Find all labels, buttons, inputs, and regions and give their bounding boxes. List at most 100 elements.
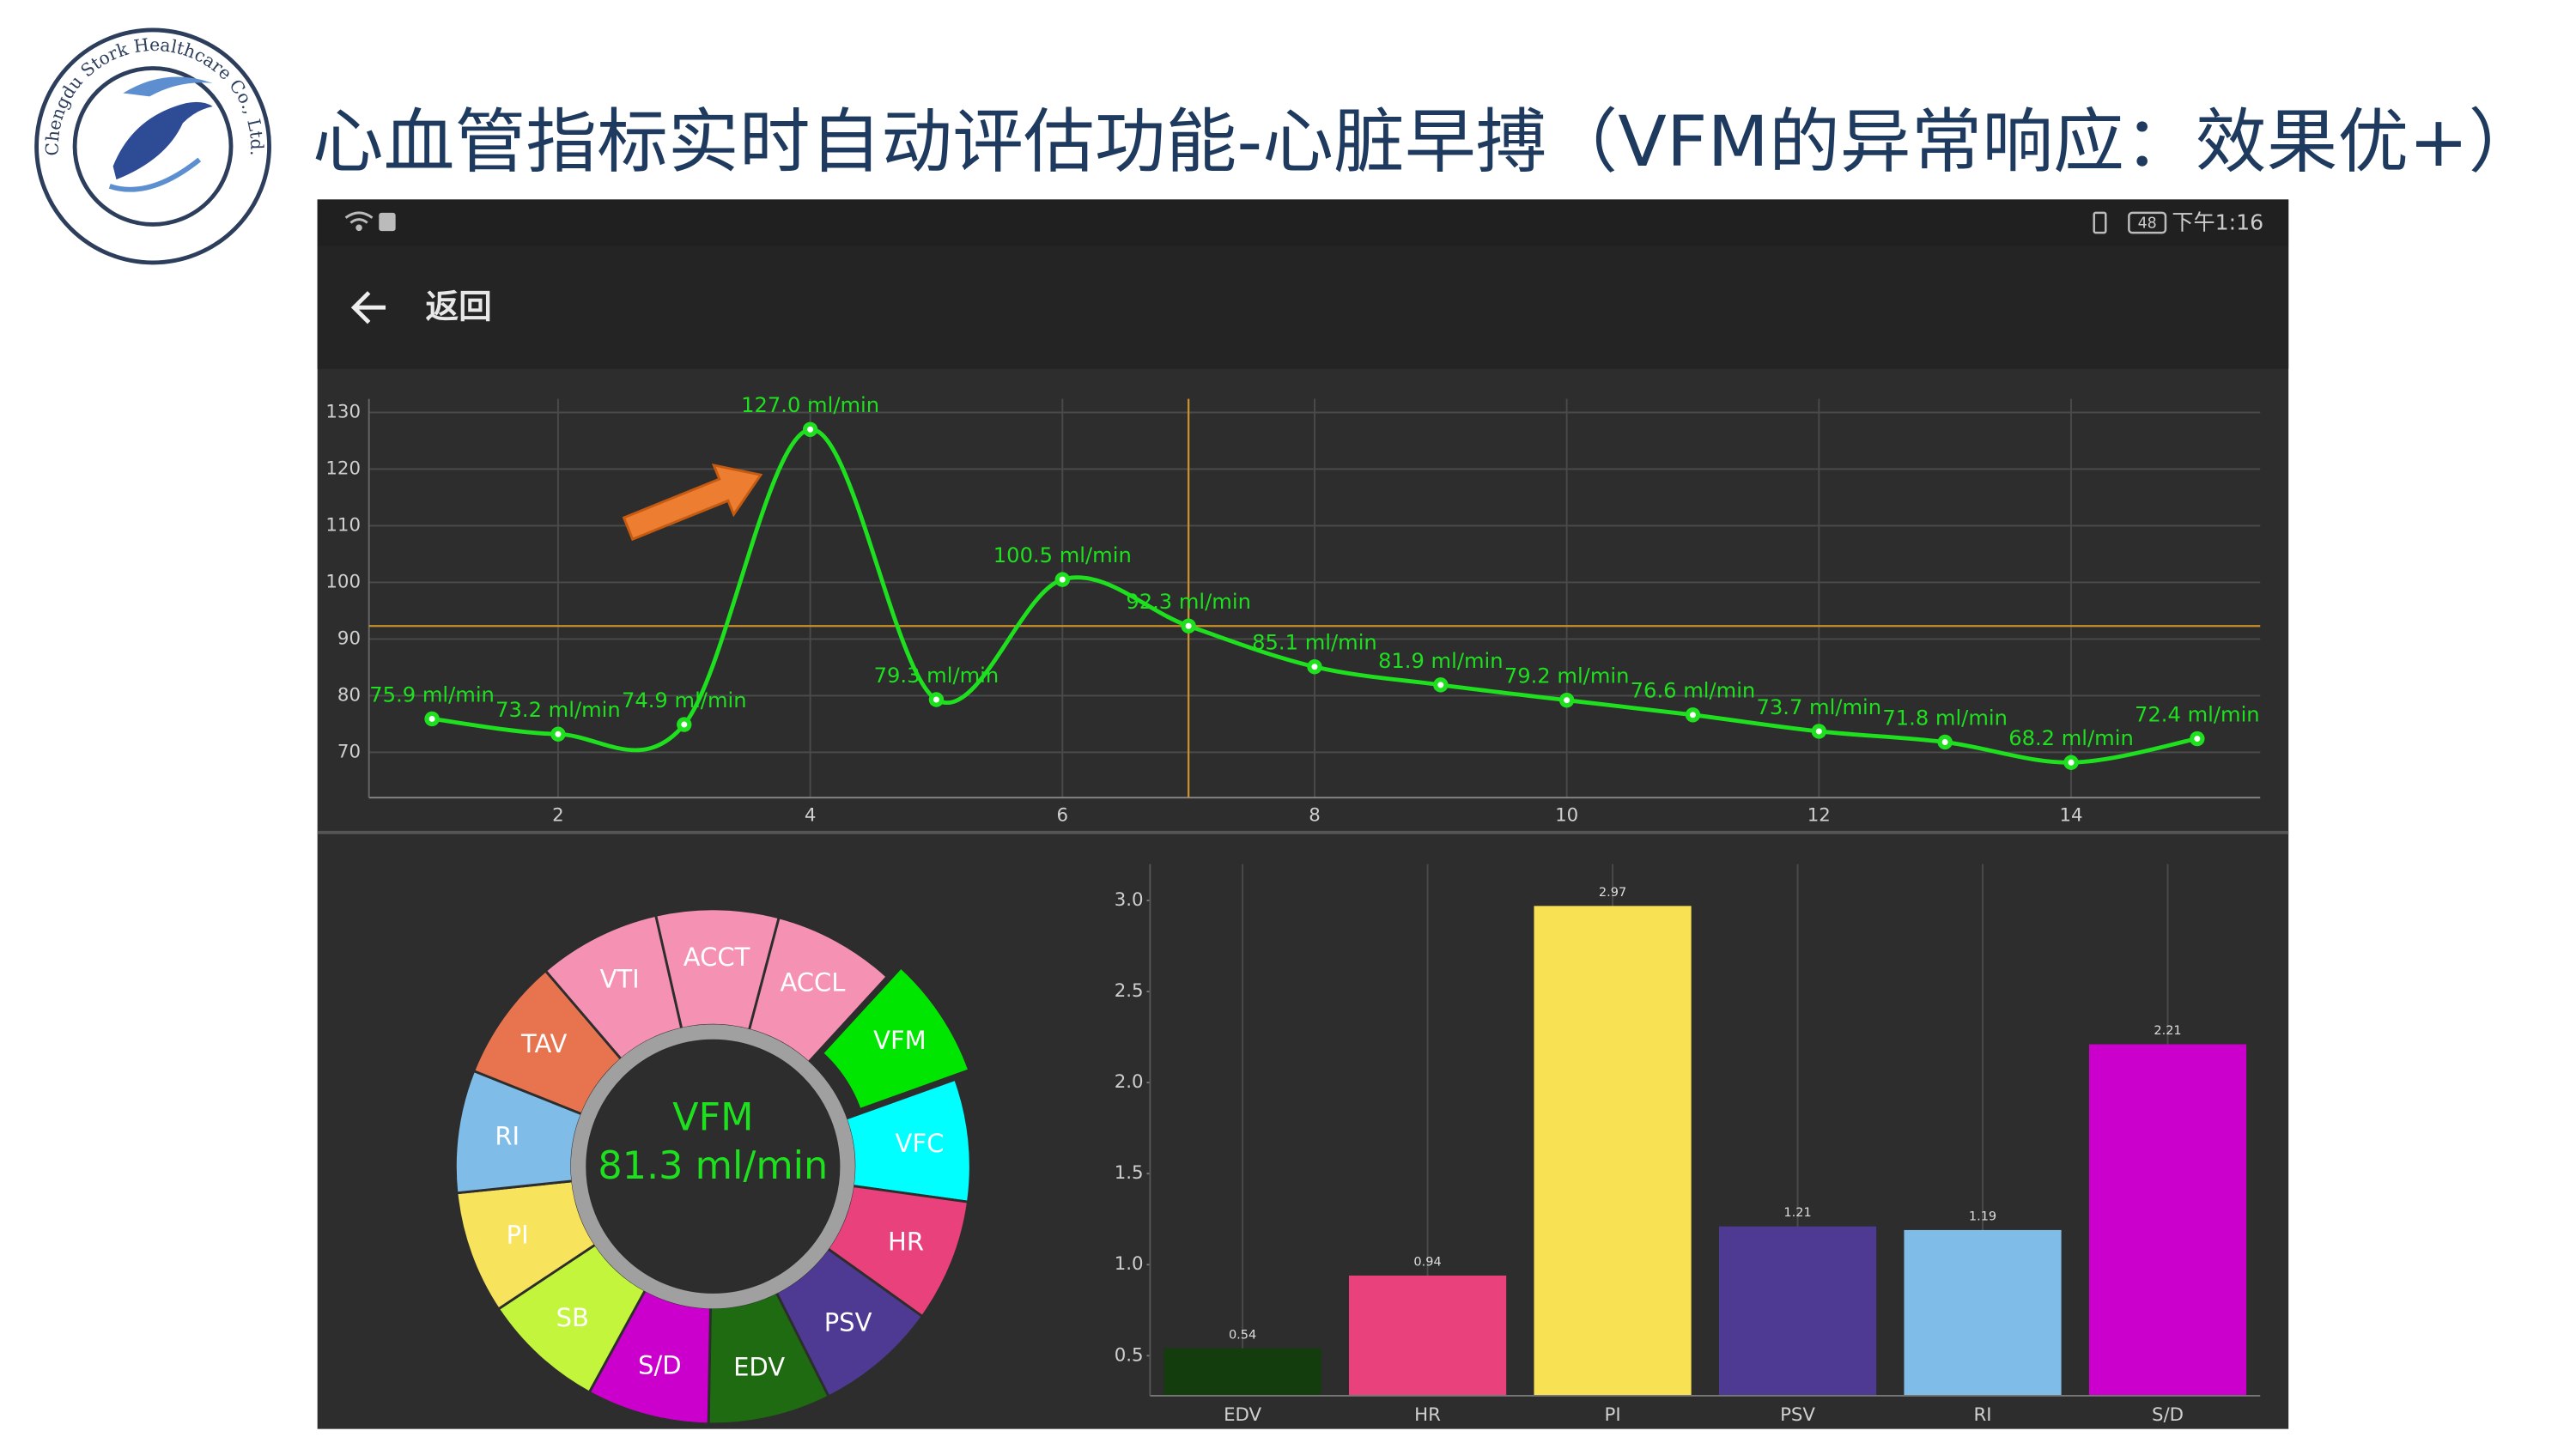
value-label: 1.19	[1969, 1210, 1996, 1223]
bar	[1534, 906, 1692, 1396]
data-point-center	[933, 696, 939, 703]
data-point-center	[1059, 576, 1066, 583]
value-label: 2.21	[2154, 1024, 2181, 1038]
data-point-center	[1815, 728, 1822, 735]
data-line	[431, 427, 2198, 765]
y-tick-label: 3.0	[1115, 889, 1144, 911]
slide-title: 心血管指标实时自动评估功能-心脏早搏（VFM的异常响应：效果优+）	[313, 102, 2540, 183]
wheel-label[interactable]: EDV	[733, 1353, 785, 1382]
value-label: 75.9 ml/min	[369, 682, 495, 706]
y-tick-label: 70	[337, 741, 361, 762]
wheel-segment[interactable]: VTI	[544, 913, 683, 1061]
wheel-segment[interactable]: ACCT	[653, 907, 781, 1032]
wheel-label[interactable]: PI	[507, 1221, 529, 1250]
wheel-inner-ring	[570, 1024, 855, 1309]
wheel-label[interactable]: VTI	[600, 965, 640, 994]
menu-wheel: ACCT ACCL VFM VFC HR PSV EDV S/D SB PI RI TAV VTI VFM…	[453, 907, 972, 1426]
wheel-slice[interactable]	[820, 966, 971, 1112]
y-tick-label: 130	[325, 401, 361, 422]
battery-level: 48	[2138, 215, 2157, 232]
x-tick-label: 14	[2059, 804, 2082, 826]
value-label: 71.8 ml/min	[1882, 706, 2008, 730]
logo-swoosh	[108, 157, 202, 192]
wheel-label[interactable]: ACCL	[780, 968, 846, 997]
wheel-label[interactable]: S/D	[638, 1351, 682, 1380]
x-tick-label: 10	[1555, 804, 1578, 826]
y-tick-label: 110	[325, 514, 361, 536]
wifi-icon	[344, 211, 374, 232]
value-label: 72.4 ml/min	[2135, 702, 2260, 726]
bar	[1904, 1229, 2062, 1396]
value-label: 0.94	[1413, 1255, 1441, 1269]
logo-bird	[112, 101, 213, 180]
wheel-label[interactable]: RI	[495, 1121, 519, 1150]
x-tick-label: HR	[1414, 1404, 1441, 1426]
wheel-label[interactable]: TAV	[520, 1029, 567, 1058]
vibrate-icon	[2093, 211, 2107, 234]
wheel-label[interactable]: SB	[556, 1303, 589, 1332]
x-tick-label: 12	[1807, 804, 1831, 826]
wheel-label[interactable]: HR	[888, 1228, 924, 1257]
wheel-center	[586, 1040, 840, 1293]
x-tick-label: RI	[1973, 1404, 1991, 1426]
info-icon	[379, 212, 396, 232]
wheel-label[interactable]: PSV	[824, 1308, 872, 1337]
y-tick-label: 120	[325, 458, 361, 479]
value-label: 100.5 ml/min	[993, 543, 1132, 567]
value-label: 73.7 ml/min	[1757, 695, 1882, 719]
data-point-center	[428, 715, 435, 722]
wheel-segment[interactable]: S/D	[587, 1288, 712, 1426]
wheel-center-value: 81.3 ml/min	[598, 1144, 828, 1188]
data-point-center	[1311, 664, 1318, 670]
value-label: 92.3 ml/min	[1126, 590, 1251, 614]
y-tick-label: 100	[325, 571, 361, 592]
value-label: 68.2 ml/min	[2008, 726, 2134, 750]
wheel-label[interactable]: VFC	[896, 1129, 945, 1158]
data-point-center	[807, 426, 814, 433]
value-label: 1.21	[1783, 1206, 1811, 1220]
value-label: 0.54	[1229, 1328, 1256, 1342]
y-tick-label: 0.5	[1115, 1344, 1144, 1366]
data-point-center	[1185, 622, 1192, 629]
value-label: 73.2 ml/min	[495, 698, 621, 722]
wheel-label[interactable]: ACCT	[683, 943, 750, 972]
data-point-center	[1437, 682, 1444, 688]
data-point-center	[1941, 739, 1948, 745]
value-label: 81.9 ml/min	[1378, 649, 1504, 673]
y-tick-label: 1.0	[1115, 1253, 1144, 1275]
data-point-center	[1690, 712, 1696, 718]
status-time: 下午1:16	[2172, 209, 2263, 234]
value-label: 74.9 ml/min	[622, 688, 747, 712]
value-label: 127.0 ml/min	[741, 393, 879, 417]
back-arrow[interactable]	[350, 291, 386, 324]
bar	[1718, 1226, 1877, 1396]
wheel-segment[interactable]: VFM	[820, 966, 971, 1112]
value-label: 79.3 ml/min	[874, 664, 999, 688]
callout-arrow	[622, 463, 763, 542]
value-label: 85.1 ml/min	[1252, 631, 1377, 655]
bar	[2088, 1044, 2247, 1396]
y-tick-label: 80	[337, 684, 361, 706]
data-point-center	[2194, 736, 2201, 743]
wheel-segment[interactable]: TAV	[471, 968, 623, 1116]
y-tick-label: 90	[337, 627, 361, 649]
x-tick-label: PI	[1605, 1404, 1621, 1426]
x-tick-label: EDV	[1224, 1404, 1261, 1426]
value-label: 76.6 ml/min	[1631, 679, 1756, 703]
wheel-label[interactable]: VFM	[873, 1026, 927, 1055]
x-tick-label: 4	[805, 804, 817, 826]
data-point-center	[681, 721, 688, 728]
wheel-segment[interactable]: HR	[826, 1184, 970, 1319]
data-point-center	[555, 731, 562, 737]
back-button[interactable]: 返回	[350, 288, 492, 327]
status-bar	[317, 199, 2289, 246]
y-tick-label: 2.0	[1115, 1071, 1144, 1093]
x-tick-label: 8	[1309, 804, 1321, 826]
wheel-center-title: VFM	[672, 1096, 753, 1140]
logo-wing	[123, 76, 213, 97]
logo: Chengdu Stork Healthcare Co., Ltd.	[34, 27, 271, 265]
back-label[interactable]: 返回	[425, 288, 491, 327]
